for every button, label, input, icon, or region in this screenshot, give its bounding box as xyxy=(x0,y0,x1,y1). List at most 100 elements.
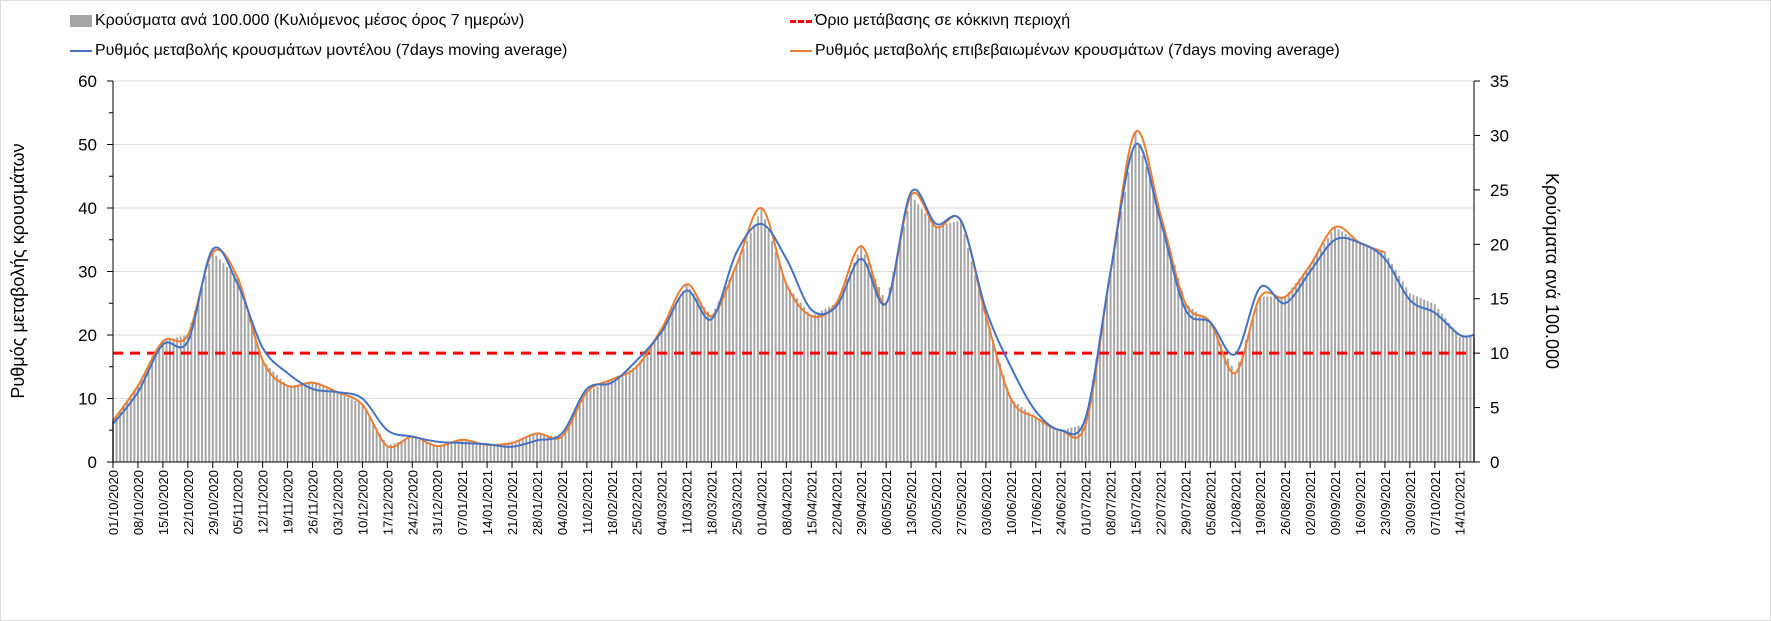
y-right-tick-label: 25 xyxy=(1490,181,1509,200)
bar xyxy=(1066,428,1069,462)
bar xyxy=(917,204,920,463)
bar xyxy=(115,415,118,462)
bar xyxy=(247,313,250,462)
bar xyxy=(1009,398,1012,462)
bar xyxy=(831,304,834,462)
bar xyxy=(286,385,289,462)
x-tick-label: 09/09/2021 xyxy=(1328,470,1343,535)
bar xyxy=(689,289,692,462)
bar xyxy=(664,321,667,462)
bar xyxy=(585,392,588,462)
bar xyxy=(746,240,749,462)
bar xyxy=(1120,211,1123,462)
bar xyxy=(945,224,948,462)
bar xyxy=(959,220,962,462)
bar xyxy=(1334,226,1337,462)
bar xyxy=(1095,358,1098,462)
bar xyxy=(1423,299,1426,462)
bar xyxy=(226,266,229,462)
bar xyxy=(443,444,446,462)
bar xyxy=(674,303,677,462)
bar xyxy=(1063,429,1066,462)
bar xyxy=(1138,143,1141,463)
bar xyxy=(984,316,987,462)
bar xyxy=(1034,417,1037,462)
bar xyxy=(543,434,546,462)
legend-bar-swatch xyxy=(70,15,92,27)
bar xyxy=(1195,311,1198,462)
bar xyxy=(514,441,517,462)
bar xyxy=(1458,336,1461,462)
bar xyxy=(343,395,346,462)
bar xyxy=(439,444,442,462)
x-tick-label: 08/07/2021 xyxy=(1104,470,1119,535)
bar xyxy=(297,384,300,462)
bar xyxy=(885,303,888,462)
bar xyxy=(952,222,955,462)
bar xyxy=(322,386,325,462)
legend-label: Ρυθμός μεταβολής κρουσμάτων μοντέλου (7d… xyxy=(95,42,568,59)
x-tick-label: 11/03/2021 xyxy=(680,470,695,534)
x-tick-label: 15/10/2020 xyxy=(156,470,171,535)
bar xyxy=(1177,277,1180,462)
bar xyxy=(283,382,286,462)
bar xyxy=(1241,350,1244,462)
bar xyxy=(493,443,496,462)
bar xyxy=(1088,402,1091,462)
bar xyxy=(1084,423,1087,462)
bar xyxy=(571,417,574,462)
legend-label: Ρυθμός μεταβολής επιβεβαιωμένων κρουσμάτ… xyxy=(815,42,1340,59)
bar xyxy=(878,286,881,462)
x-tick-label: 24/06/2021 xyxy=(1054,470,1069,535)
bar xyxy=(924,213,927,462)
bar xyxy=(364,410,367,462)
x-tick-label: 16/09/2021 xyxy=(1353,470,1368,535)
x-tick-label: 25/02/2021 xyxy=(630,470,645,535)
bar xyxy=(1255,307,1258,462)
x-tick-label: 30/09/2021 xyxy=(1403,470,1418,535)
bar xyxy=(1163,226,1166,462)
bar xyxy=(1187,305,1190,462)
bar xyxy=(393,443,396,462)
bar xyxy=(853,262,856,462)
bar xyxy=(1209,322,1212,462)
bar xyxy=(136,385,139,462)
bar xyxy=(240,289,243,462)
bar xyxy=(1109,271,1112,462)
bar xyxy=(835,303,838,462)
bar xyxy=(193,310,196,462)
bar xyxy=(1081,424,1084,462)
bar xyxy=(140,379,143,462)
bar xyxy=(382,439,385,462)
bar xyxy=(874,278,877,462)
bar xyxy=(949,223,952,462)
bar xyxy=(1351,238,1354,462)
bar xyxy=(942,225,945,462)
x-tick-label: 27/05/2021 xyxy=(954,470,969,535)
bar xyxy=(1191,308,1194,462)
bar xyxy=(325,388,328,462)
bar xyxy=(902,226,905,462)
bar xyxy=(432,444,435,462)
y-right-tick-label: 0 xyxy=(1490,453,1499,472)
bar xyxy=(489,444,492,462)
bar xyxy=(578,405,581,462)
bar xyxy=(1031,414,1034,462)
bar xyxy=(582,398,585,462)
bar xyxy=(735,264,738,462)
bar xyxy=(1391,263,1394,462)
bar xyxy=(671,309,674,462)
x-tick-label: 22/07/2021 xyxy=(1153,470,1168,535)
bar xyxy=(211,251,214,462)
bar xyxy=(546,435,549,462)
bar xyxy=(977,288,980,462)
bar xyxy=(122,405,125,462)
bar xyxy=(1077,425,1080,462)
bar xyxy=(404,439,407,462)
bar xyxy=(568,424,571,462)
bar xyxy=(1398,275,1401,462)
bar xyxy=(318,385,321,462)
y-right-tick-label: 35 xyxy=(1490,72,1509,91)
bar xyxy=(756,216,759,462)
